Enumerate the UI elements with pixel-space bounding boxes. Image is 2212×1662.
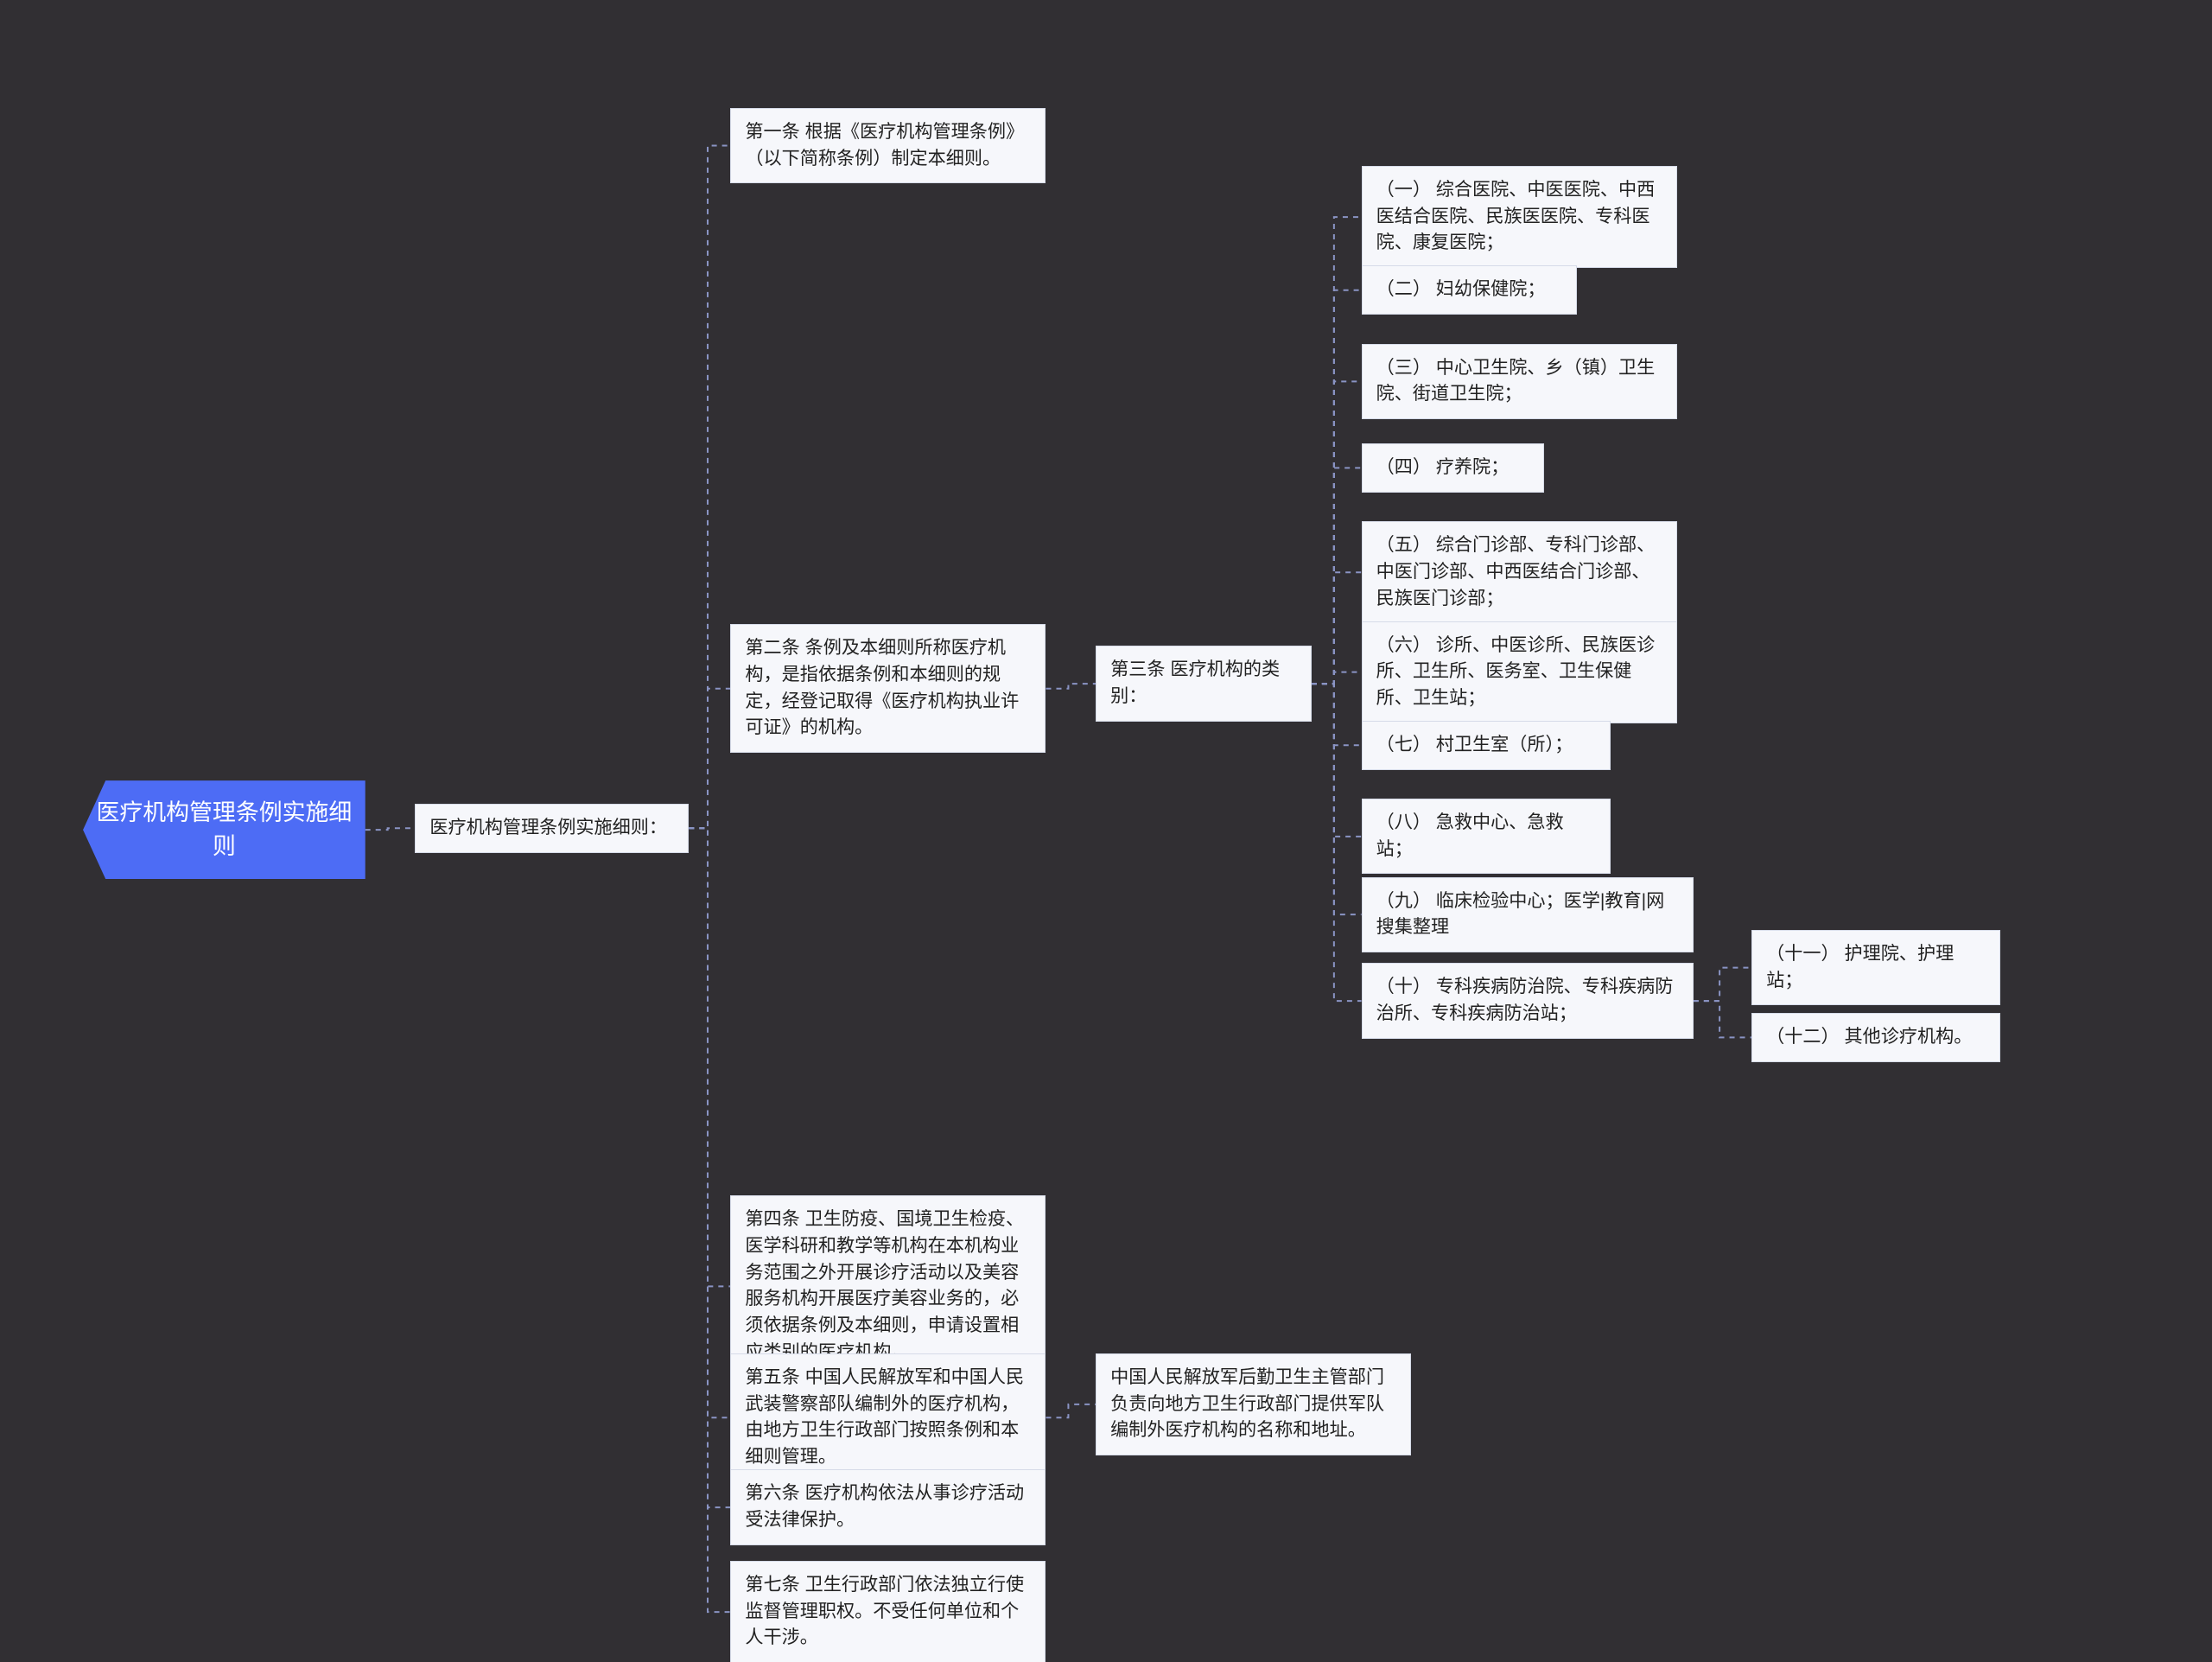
edge-a3-c2 — [1312, 290, 1362, 684]
edge-a3-c7 — [1312, 684, 1362, 745]
node-a2: 第二条 条例及本细则所称医疗机构，是指依据条例和本细则的规定，经登记取得《医疗机… — [730, 624, 1046, 753]
edge-a3-c9 — [1312, 684, 1362, 914]
node-c7: （七） 村卫生室（所）； — [1362, 721, 1611, 770]
node-c6: （六） 诊所、中医诊所、民族医诊所、卫生所、医务室、卫生保健所、卫生站； — [1362, 621, 1677, 723]
edge-a3-c10 — [1312, 684, 1362, 1001]
edge-sec-a5 — [689, 828, 730, 1417]
node-c8: （八） 急救中心、急救站； — [1362, 799, 1611, 874]
edge-a5-a5d — [1046, 1404, 1096, 1417]
node-c10: （十） 专科疾病防治院、专科疾病防治所、专科疾病防治站； — [1362, 963, 1694, 1038]
node-a4: 第四条 卫生防疫、国境卫生检疫、医学科研和教学等机构在本机构业务范围之外开展诊疗… — [730, 1195, 1046, 1377]
node-a1: 第一条 根据《医疗机构管理条例》（以下简称条例）制定本细则。 — [730, 108, 1046, 183]
edge-c10-c11 — [1694, 968, 1751, 1001]
edge-sec-a1 — [689, 146, 730, 829]
edge-a3-c4 — [1312, 468, 1362, 684]
edge-sec-a7 — [689, 828, 730, 1612]
edge-sec-a4 — [689, 828, 730, 1286]
edge-a2-a3 — [1046, 684, 1096, 689]
node-a6: 第六条 医疗机构依法从事诊疗活动受法律保护。 — [730, 1469, 1046, 1544]
node-root: 医疗机构管理条例实施细则 — [83, 780, 365, 879]
node-c2: （二） 妇幼保健院； — [1362, 265, 1578, 315]
node-c4: （四） 疗养院； — [1362, 443, 1544, 493]
node-c12: （十二） 其他诊疗机构。 — [1751, 1013, 2000, 1062]
edge-root-sec — [365, 828, 416, 830]
edge-a3-c5 — [1312, 572, 1362, 684]
edge-c10-c12 — [1694, 1001, 1751, 1037]
edge-a3-c3 — [1312, 381, 1362, 684]
node-c9: （九） 临床检验中心；医学|教育|网搜集整理 — [1362, 877, 1694, 952]
node-c5: （五） 综合门诊部、专科门诊部、中医门诊部、中西医结合门诊部、民族医门诊部； — [1362, 521, 1677, 623]
node-c3: （三） 中心卫生院、乡（镇）卫生院、街道卫生院； — [1362, 344, 1677, 419]
mindmap-canvas: 医疗机构管理条例实施细则 医疗机构管理条例实施细则： 第一条 根据《医疗机构管理条例… — [0, 0, 2212, 1662]
node-a5d: 中国人民解放军后勤卫生主管部门负责向地方卫生行政部门提供军队编制外医疗机构的名称… — [1096, 1353, 1411, 1455]
node-a5: 第五条 中国人民解放军和中国人民武装警察部队编制外的医疗机构，由地方卫生行政部门… — [730, 1353, 1046, 1482]
edge-sec-a2 — [689, 689, 730, 829]
node-c1: （一） 综合医院、中医医院、中西医结合医院、民族医医院、专科医院、康复医院； — [1362, 166, 1677, 268]
edge-a3-c8 — [1312, 684, 1362, 837]
edge-sec-a6 — [689, 828, 730, 1507]
edge-a3-c6 — [1312, 672, 1362, 684]
node-sec: 医疗机构管理条例实施细则： — [415, 804, 689, 853]
edge-a3-c1 — [1312, 217, 1362, 684]
node-a7: 第七条 卫生行政部门依法独立行使监督管理职权。不受任何单位和个人干涉。 — [730, 1561, 1046, 1662]
node-c11: （十一） 护理院、护理站； — [1751, 930, 2000, 1005]
node-a3: 第三条 医疗机构的类别： — [1096, 646, 1312, 721]
